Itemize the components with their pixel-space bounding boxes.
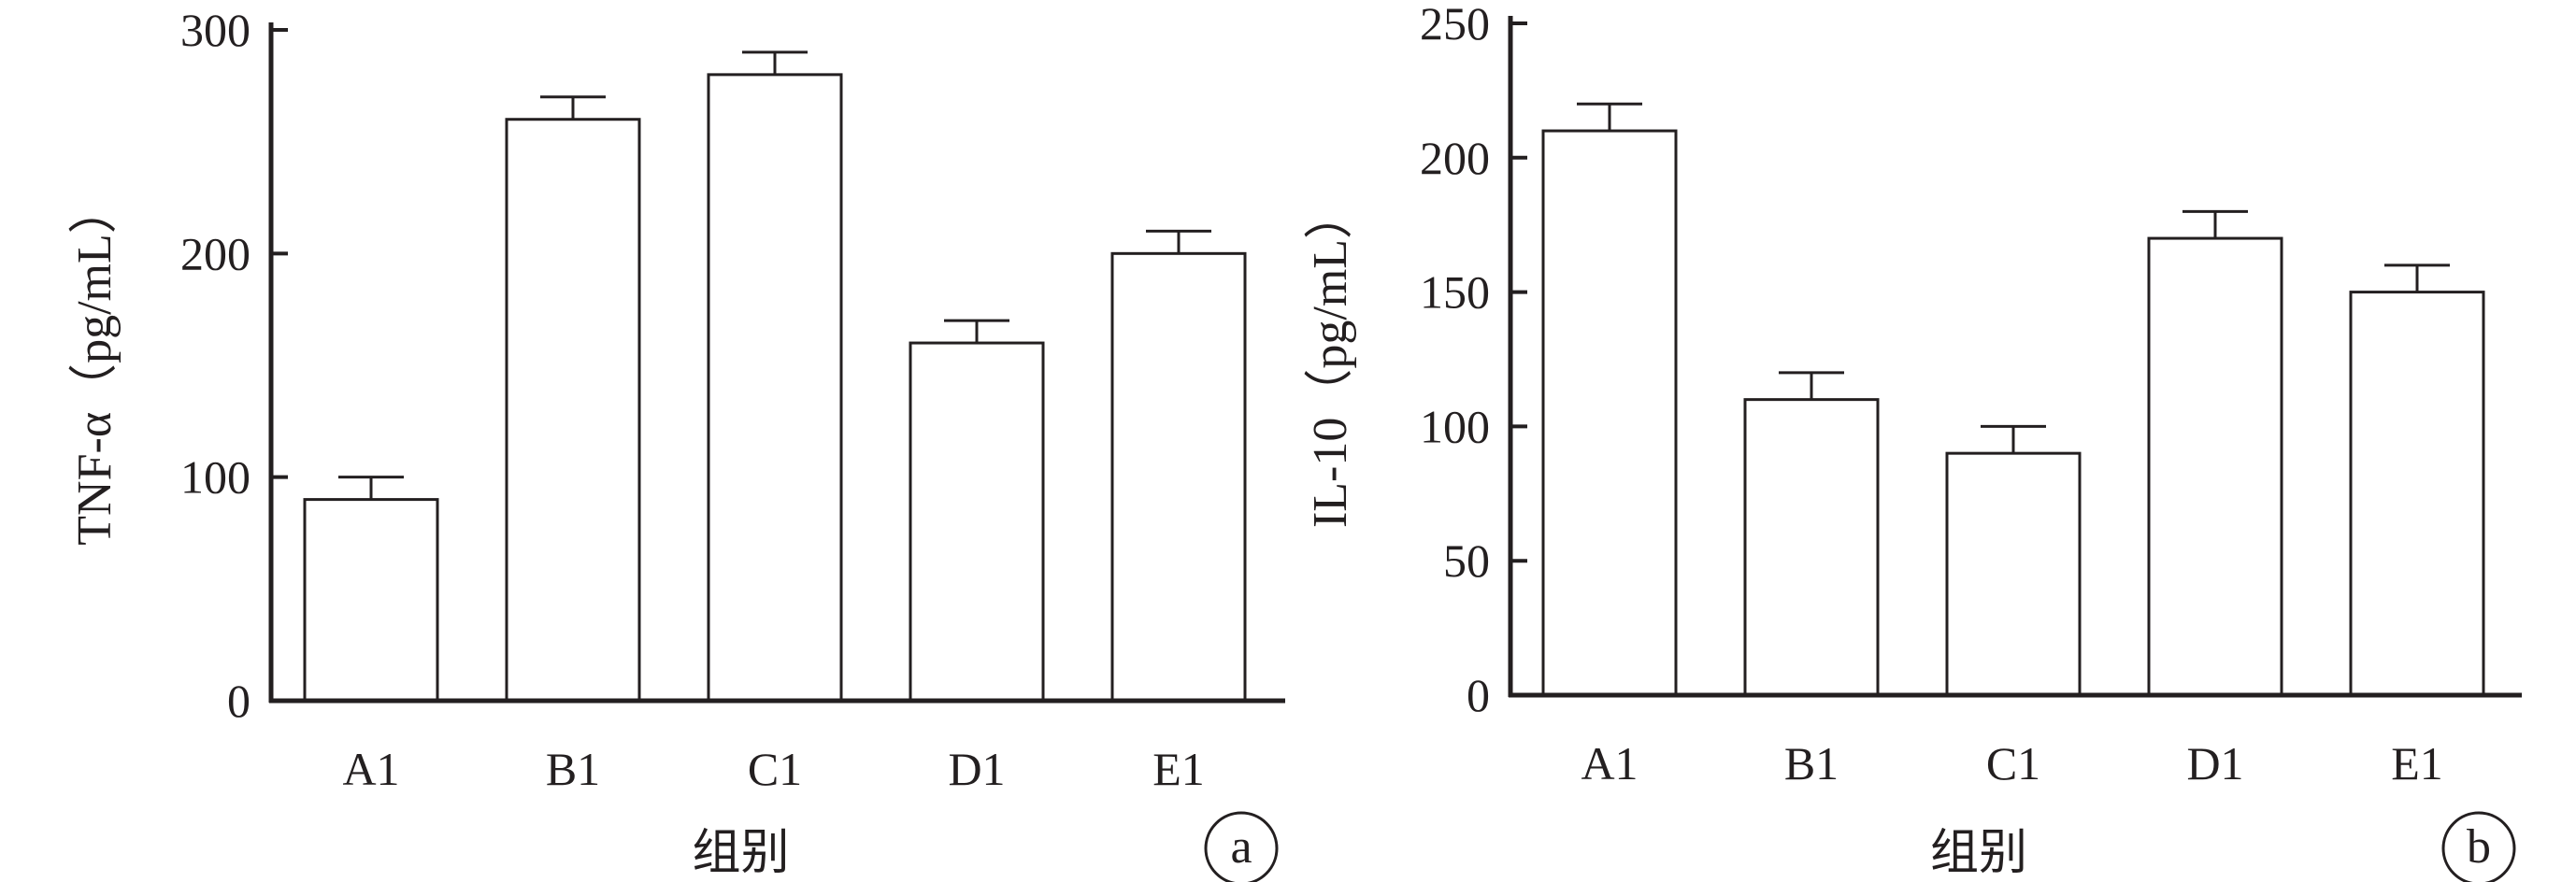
x-tick-label-C1: C1 (1986, 737, 2040, 790)
y-tick-label-250: 250 (1420, 0, 1490, 50)
x-labels-group-b: A1 B1 C1 D1 E1 (1581, 737, 2442, 790)
y-axis-title-b: IL-10（pg/mL） (1304, 191, 1357, 528)
x-tick-label-B1: B1 (1784, 737, 1839, 790)
bar-D1 (909, 341, 1045, 703)
bar-B1 (505, 118, 641, 703)
y-tick-label-200: 200 (1420, 132, 1490, 184)
x-tick-label-A1: A1 (342, 743, 399, 795)
x-tick-label-E1: E1 (1152, 743, 1205, 795)
y-tick-label-300: 300 (180, 4, 250, 56)
bar-D1 (2147, 236, 2283, 697)
y-tick-label-50: 50 (1443, 534, 1490, 587)
x-axis-title-b: 组别 (1930, 827, 2027, 880)
x-tick-label-C1: C1 (748, 743, 802, 795)
panel-label-circle-a (1204, 811, 1279, 882)
y-tick-label-150: 150 (1420, 266, 1490, 319)
y-ticks-group-b: 0 50 100 150 200 250 (1420, 0, 1527, 721)
panel-label-a: a (1230, 820, 1252, 874)
bar-A1 (303, 498, 439, 703)
x-tick-label-A1: A1 (1581, 737, 1638, 790)
bar-C1 (707, 73, 843, 703)
bars-group-b (1541, 102, 2485, 697)
x-tick-label-B1: B1 (546, 743, 600, 795)
y-tick-label-100: 100 (180, 451, 250, 504)
y-tick-label-100: 100 (1420, 400, 1490, 452)
y-tick-label-0: 0 (227, 675, 250, 727)
x-labels-group-a: A1 B1 C1 D1 E1 (342, 743, 1204, 795)
x-axis-title-a: 组别 (692, 827, 789, 880)
bars-group-a (303, 50, 1247, 703)
y-ticks-group-a: 0 100 200 300 (180, 4, 288, 727)
x-tick-label-E1: E1 (2391, 737, 2443, 790)
y-tick-label-0: 0 (1467, 669, 1490, 721)
bar-E1 (1110, 251, 1247, 703)
bar-C1 (1945, 451, 2082, 697)
panel-label-circle-b (2441, 811, 2516, 882)
chart-panel-a: 0 100 200 300 A1 B1 C1 D1 E1 TNF-α（pg/mL） 组别 a (68, 4, 1285, 882)
bar-A1 (1541, 129, 1678, 697)
bar-B1 (1743, 398, 1880, 697)
y-tick-label-200: 200 (180, 227, 250, 279)
x-tick-label-D1: D1 (948, 743, 1005, 795)
bar-E1 (2349, 291, 2485, 697)
panel-label-b: b (2467, 820, 2491, 874)
x-tick-label-D1: D1 (2186, 737, 2243, 790)
y-axis-title-a: TNF-α（pg/mL） (68, 185, 122, 545)
